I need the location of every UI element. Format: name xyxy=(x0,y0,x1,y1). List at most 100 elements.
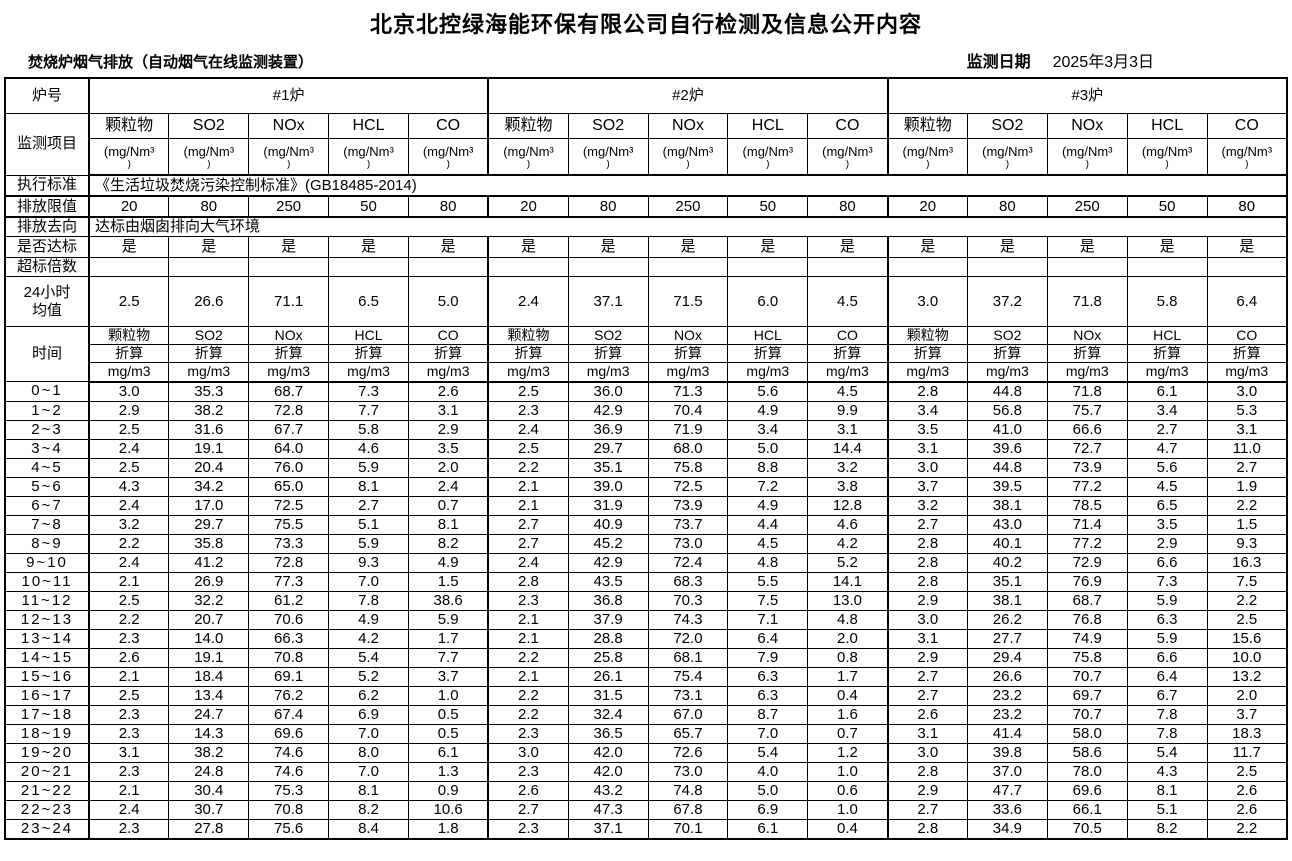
hourly-value: 72.5 xyxy=(647,476,729,497)
hourly-value: 2.3 xyxy=(88,818,170,839)
hourly-value: 7.5 xyxy=(727,590,809,611)
hourly-col-pollutant: 颗粒物 xyxy=(88,326,170,345)
hourly-value: 8.7 xyxy=(727,704,809,725)
table-row: 监测项目 颗粒物 SO2 NOx HCL CO 颗粒物 SO2 NOx HCL CO 颗粒物 SO2 NO… xyxy=(4,112,1288,176)
hourly-value: 1.7 xyxy=(407,628,489,649)
limit-value: 50 xyxy=(727,195,809,218)
exceed-value xyxy=(407,257,489,277)
hourly-value: 42.0 xyxy=(567,742,649,763)
hourly-value: 2.8 xyxy=(487,571,569,592)
hourly-value: 35.1 xyxy=(567,457,649,478)
hourly-value: 2.2 xyxy=(1206,590,1288,611)
hourly-value: 26.9 xyxy=(168,571,250,592)
hourly-value: 37.0 xyxy=(966,761,1048,782)
unit-label-line: (mg/Nm³ xyxy=(503,143,554,159)
unit-label-line: (mg/Nm³ xyxy=(103,143,155,159)
hourly-value: 3.1 xyxy=(1206,419,1288,440)
daily-avg-value: 3.0 xyxy=(886,276,968,327)
hourly-value: 1.7 xyxy=(807,666,889,687)
hourly-value: 2.2 xyxy=(88,609,170,630)
hourly-value: 41.2 xyxy=(168,552,250,573)
exceed-value xyxy=(248,257,330,277)
hourly-value: 66.6 xyxy=(1046,419,1128,440)
unit-label-line: ) xyxy=(686,159,690,169)
hourly-value: 1.9 xyxy=(1206,476,1288,497)
hourly-value: 75.5 xyxy=(248,514,330,535)
hourly-value: 2.7 xyxy=(1206,457,1288,478)
hourly-value: 3.4 xyxy=(1126,400,1208,421)
compliance-value: 是 xyxy=(88,236,170,258)
pollutant-header: SO2 xyxy=(168,112,250,139)
table-row: 2~3 2.5 31.6 67.7 5.8 2.9 2.4 36.9 71.9 3.4 3.1 3.5… xyxy=(4,419,1288,440)
hourly-value: 8.2 xyxy=(1126,818,1208,839)
row-label-daily-avg-line: 24小时 xyxy=(23,283,71,301)
pollutant-header: 颗粒物 xyxy=(487,112,569,139)
hourly-value: 12.8 xyxy=(807,495,889,516)
exceed-value xyxy=(966,257,1048,277)
hourly-col-converted: 折算 xyxy=(1046,344,1128,363)
hourly-value: 6.9 xyxy=(328,704,409,725)
hourly-value: 73.1 xyxy=(647,685,729,706)
hourly-value: 5.9 xyxy=(328,533,409,554)
hour-range: 7~8 xyxy=(4,514,90,535)
hourly-value: 7.5 xyxy=(1206,571,1288,592)
hourly-value: 6.1 xyxy=(727,818,809,839)
hour-range: 6~7 xyxy=(4,495,90,516)
hour-range: 1~2 xyxy=(4,400,90,421)
hourly-value: 64.0 xyxy=(248,438,330,459)
hourly-value: 3.7 xyxy=(1206,704,1288,725)
hourly-value: 4.9 xyxy=(328,609,409,630)
hourly-value: 1.0 xyxy=(807,799,889,820)
hourly-value: 13.4 xyxy=(168,685,250,706)
limit-value: 20 xyxy=(886,195,968,218)
unit-label-line: (mg/Nm³ xyxy=(662,143,714,159)
hourly-value: 42.0 xyxy=(567,761,649,782)
hourly-value: 3.4 xyxy=(727,419,809,440)
hourly-value: 2.1 xyxy=(487,609,569,630)
hourly-value: 44.8 xyxy=(966,457,1048,478)
hourly-value: 5.8 xyxy=(328,419,409,440)
hourly-value: 2.6 xyxy=(487,780,569,801)
hourly-value: 5.0 xyxy=(727,438,809,459)
hourly-value: 68.7 xyxy=(248,381,330,402)
hourly-value: 2.2 xyxy=(487,685,569,706)
compliance-value: 是 xyxy=(966,236,1048,258)
hourly-value: 1.2 xyxy=(807,742,889,763)
hourly-value: 38.2 xyxy=(168,742,250,763)
hourly-value: 40.2 xyxy=(966,552,1048,573)
pollutant-header: CO xyxy=(407,112,489,139)
hourly-value: 2.0 xyxy=(807,628,889,649)
pollutant-header: NOx xyxy=(248,112,330,139)
unit-label: (mg/Nm³) xyxy=(407,137,489,176)
unit-label: (mg/Nm³) xyxy=(647,137,729,176)
hourly-value: 38.6 xyxy=(407,590,489,611)
hourly-col-unit: mg/m3 xyxy=(407,362,489,383)
hourly-value: 2.3 xyxy=(487,761,569,782)
hourly-value: 2.3 xyxy=(487,400,569,421)
row-label-time: 时间 xyxy=(4,326,90,382)
hourly-value: 61.2 xyxy=(248,590,330,611)
unit-label-line: (mg/Nm³ xyxy=(822,143,873,159)
hourly-value: 1.5 xyxy=(1206,514,1288,535)
hourly-value: 34.9 xyxy=(966,818,1048,839)
limit-value: 50 xyxy=(328,195,409,218)
hourly-value: 74.9 xyxy=(1046,628,1128,649)
table-row: (mg/Nm³) (mg/Nm³) (mg/Nm³) (mg/Nm³) (mg/Nm³)… xyxy=(5,137,1288,176)
hour-range: 18~19 xyxy=(4,723,90,744)
hourly-value: 7.8 xyxy=(1126,723,1208,744)
hourly-col-pollutant: HCL xyxy=(328,326,409,345)
daily-avg-value: 6.5 xyxy=(328,276,409,327)
hourly-value: 3.1 xyxy=(886,628,968,649)
hourly-value: 4.9 xyxy=(727,400,809,421)
unit-label: (mg/Nm³) xyxy=(328,137,409,176)
daily-avg-value: 5.8 xyxy=(1126,276,1208,327)
pollutant-header: HCL xyxy=(328,112,409,139)
hourly-value: 4.5 xyxy=(1126,476,1208,497)
hourly-value: 71.9 xyxy=(647,419,729,440)
monitor-date-value: 2025年3月3日 xyxy=(1052,54,1154,71)
hourly-value: 69.6 xyxy=(1046,780,1128,801)
hourly-value: 74.6 xyxy=(248,742,330,763)
hourly-value: 2.3 xyxy=(487,723,569,744)
hourly-value: 2.7 xyxy=(886,799,968,820)
table-row: 排放去向 达标由烟囱排向大气环境 xyxy=(4,216,1288,237)
